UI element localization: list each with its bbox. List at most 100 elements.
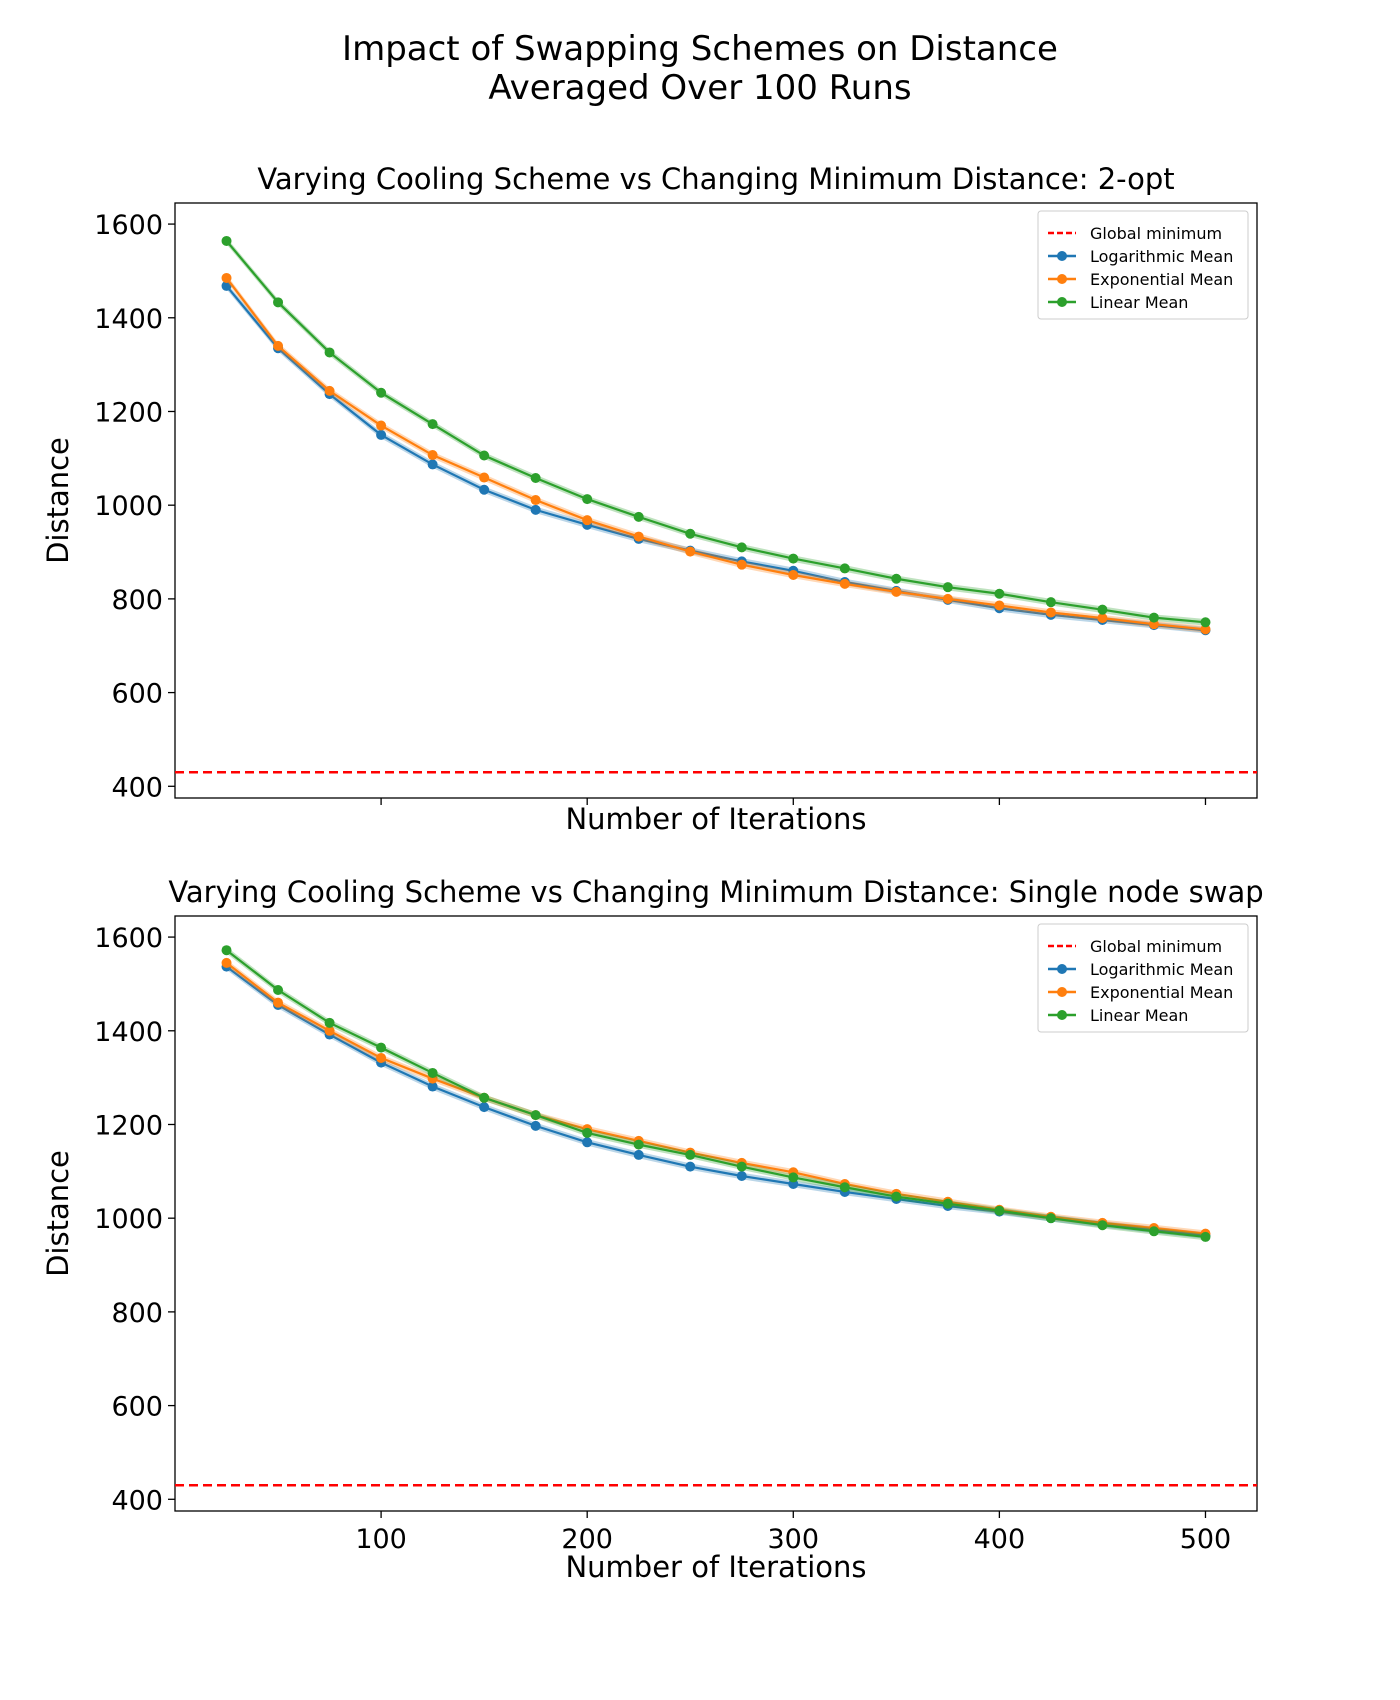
data-point-linear xyxy=(1148,1226,1159,1237)
y-tick-label: 1200 xyxy=(94,1110,163,1141)
data-point-linear xyxy=(376,387,387,398)
data-point-exponential xyxy=(891,586,902,597)
legend-label-logarithmic: Logarithmic Mean xyxy=(1090,960,1233,979)
series-line-linear xyxy=(225,949,1206,1239)
data-point-linear xyxy=(324,1017,335,1028)
x-tick-label: 300 xyxy=(768,1524,820,1555)
series-line-exponential xyxy=(225,961,1206,1235)
data-point-exponential xyxy=(324,1025,335,1036)
data-point-logarithmic xyxy=(221,280,232,291)
legend: Global minimum Logarithmic Mean Exponentia… xyxy=(1037,923,1249,1033)
data-point-exponential xyxy=(633,531,644,542)
data-point-linear xyxy=(582,494,593,505)
data-point-linear xyxy=(685,1149,696,1160)
data-point-exponential xyxy=(1097,613,1108,624)
data-point-exponential xyxy=(273,997,284,1008)
chart-panel-2-opt: Varying Cooling Scheme vs Changing Minim… xyxy=(41,162,1258,836)
y-axis-label: Distance xyxy=(41,1150,75,1277)
data-point-logarithmic xyxy=(685,1161,696,1172)
data-point-exponential xyxy=(376,1052,387,1063)
data-point-linear xyxy=(427,1067,438,1078)
data-point-linear xyxy=(685,528,696,539)
legend-marker-linear xyxy=(1057,1010,1067,1020)
y-tick-label: 1400 xyxy=(94,304,163,335)
series-line-linear xyxy=(225,240,1206,624)
data-point-linear xyxy=(891,573,902,584)
data-point-logarithmic xyxy=(479,484,490,495)
x-tick-label: 500 xyxy=(1180,1524,1232,1555)
y-tick-label: 800 xyxy=(111,585,163,616)
series-band-logarithmic xyxy=(226,282,1206,634)
legend-marker-logarithmic xyxy=(1057,964,1067,974)
data-point-linear xyxy=(479,450,490,461)
data-point-exponential xyxy=(324,385,335,396)
data-point-linear xyxy=(736,542,747,553)
data-point-linear xyxy=(633,1139,644,1150)
legend-label-global-minimum: Global minimum xyxy=(1090,937,1222,956)
data-point-linear xyxy=(736,1161,747,1172)
data-point-logarithmic xyxy=(530,504,541,515)
legend-label-exponential: Exponential Mean xyxy=(1090,983,1233,1002)
data-point-linear xyxy=(324,347,335,358)
y-tick-label: 600 xyxy=(111,679,163,710)
data-point-linear xyxy=(633,511,644,522)
data-point-exponential xyxy=(1045,607,1056,618)
legend-marker-linear xyxy=(1057,297,1067,307)
plot-frame xyxy=(174,915,1258,1512)
legend-label-global-minimum: Global minimum xyxy=(1090,224,1222,243)
data-point-exponential xyxy=(530,495,541,506)
data-point-linear xyxy=(788,553,799,564)
data-point-linear xyxy=(1045,597,1056,608)
data-point-exponential xyxy=(1200,624,1211,635)
data-point-logarithmic xyxy=(633,1149,644,1160)
figure-title-line-1: Impact of Swapping Schemes on Distance xyxy=(342,29,1058,69)
data-point-exponential xyxy=(942,593,953,604)
data-point-exponential xyxy=(221,272,232,283)
data-point-linear xyxy=(376,1042,387,1053)
chart-panel-single-node-swap: Varying Cooling Scheme vs Changing Minim… xyxy=(41,875,1264,1584)
legend-label-exponential: Exponential Mean xyxy=(1090,270,1233,289)
data-point-exponential xyxy=(376,420,387,431)
series-linear xyxy=(221,235,1211,628)
data-point-linear xyxy=(1148,612,1159,623)
data-point-exponential xyxy=(994,600,1005,611)
data-point-linear xyxy=(221,945,232,956)
y-tick-label: 400 xyxy=(111,772,163,803)
x-tick-label: 100 xyxy=(355,1524,407,1555)
legend-frame xyxy=(1037,923,1249,1033)
data-point-linear xyxy=(788,1172,799,1183)
y-tick-label: 1600 xyxy=(94,210,163,241)
legend: Global minimum Logarithmic Mean Exponentia… xyxy=(1037,210,1249,320)
data-point-logarithmic xyxy=(427,459,438,470)
data-point-logarithmic xyxy=(427,1081,438,1092)
x-tick-label: 400 xyxy=(974,1524,1026,1555)
data-point-linear xyxy=(891,1191,902,1202)
data-point-linear xyxy=(994,588,1005,599)
legend-label-logarithmic: Logarithmic Mean xyxy=(1090,247,1233,266)
data-point-linear xyxy=(530,473,541,484)
x-axis-label: Number of Iterations xyxy=(565,802,866,836)
data-point-linear xyxy=(942,1198,953,1209)
legend-marker-exponential xyxy=(1057,274,1067,284)
data-point-exponential xyxy=(839,578,850,589)
data-point-linear xyxy=(942,582,953,593)
chart-title: Varying Cooling Scheme vs Changing Minim… xyxy=(168,875,1263,909)
data-point-logarithmic xyxy=(736,1171,747,1182)
plot-frame xyxy=(174,202,1258,799)
series-band-exponential xyxy=(226,274,1206,633)
y-tick-label: 1600 xyxy=(94,923,163,954)
series-linear xyxy=(221,945,1211,1242)
legend-label-linear: Linear Mean xyxy=(1090,1006,1188,1025)
y-tick-label: 400 xyxy=(111,1485,163,1516)
y-tick-label: 1000 xyxy=(94,491,163,522)
legend-frame xyxy=(1037,210,1249,320)
data-point-linear xyxy=(839,1182,850,1193)
data-point-exponential xyxy=(479,472,490,483)
data-point-exponential xyxy=(685,546,696,557)
data-point-linear xyxy=(1200,617,1211,628)
figure-title-line-2: Averaged Over 100 Runs xyxy=(488,68,911,108)
data-point-linear xyxy=(273,985,284,996)
x-axis-label: Number of Iterations xyxy=(565,1550,866,1584)
